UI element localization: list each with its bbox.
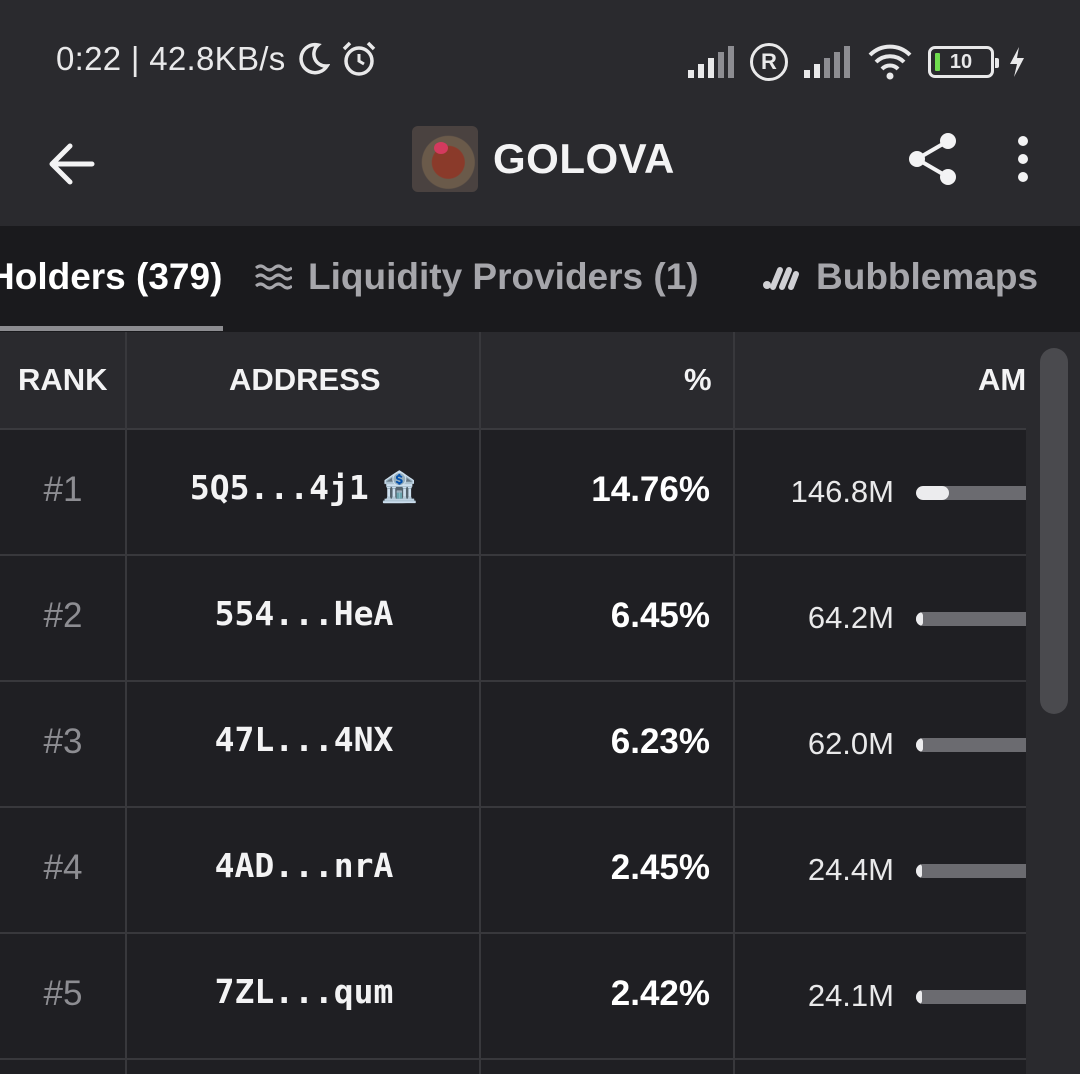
holding-bar <box>916 738 1026 752</box>
column-rank[interactable]: RANK <box>18 362 108 397</box>
percent-cell: 6.23% <box>610 722 710 761</box>
amount-cell: 64.2M <box>807 600 894 635</box>
amount-cell: 24.4M <box>807 852 894 887</box>
bubblemaps-icon <box>763 267 799 290</box>
holding-bar-fill <box>916 864 922 878</box>
percent-cell: 2.45% <box>610 848 710 887</box>
tab-bubblemaps-label: Bubblemaps <box>816 256 1039 297</box>
battery-level: 10 <box>949 50 973 73</box>
scrollbar-thumb[interactable] <box>1040 348 1068 714</box>
address-cell[interactable]: 47L...4NX <box>128 720 480 759</box>
tab-bubblemaps[interactable]: Bubblemaps <box>762 256 1038 298</box>
tab-bar: Holders (379) Liquidity Providers (1) Bu… <box>0 226 1080 332</box>
percent-cell: 2.42% <box>610 974 710 1013</box>
tab-holders[interactable]: Holders (379) <box>0 256 222 298</box>
holding-bar <box>916 612 1026 626</box>
tab-holders-label: Holders (379) <box>0 256 223 297</box>
address-text: 47L...4NX <box>214 720 394 759</box>
table-header: RANK ADDRESS % AMOUNT <box>0 332 1026 430</box>
moon-icon <box>298 42 330 75</box>
token-avatar <box>412 126 478 192</box>
address-text: 4AD...nrA <box>214 846 394 885</box>
more-options-icon[interactable] <box>1004 134 1042 184</box>
address-cell[interactable]: 5Q5...4j1 🏦 <box>128 468 480 507</box>
address-cell[interactable]: 7ZL...qum <box>128 972 480 1011</box>
address-text: 7ZL...qum <box>214 972 394 1011</box>
status-bar: 0:22 | 42.8KB/s R 10 <box>0 0 1080 118</box>
holding-bar-fill <box>916 612 923 626</box>
page-title: GOLOVA <box>493 135 675 182</box>
amount-cell: 24.1M <box>807 978 894 1013</box>
address-text: 554...HeA <box>214 594 394 633</box>
signal-icon-2 <box>804 46 850 78</box>
holders-table: RANK ADDRESS % AMOUNT #1 5Q5...4j1 🏦 14.7… <box>0 332 1026 1074</box>
bank-icon: 🏦 <box>380 470 419 505</box>
rank-cell: #3 <box>43 722 83 761</box>
holding-bar <box>916 864 1026 878</box>
status-time-speed: 0:22 | 42.8KB/s <box>56 40 286 77</box>
percent-cell: 6.45% <box>610 596 710 635</box>
address-cell[interactable]: 4AD...nrA <box>128 846 480 885</box>
table-row[interactable]: #1 5Q5...4j1 🏦 14.76% 146.8M <box>0 430 1026 556</box>
amount-cell: 62.0M <box>807 726 894 761</box>
percent-cell: 14.76% <box>591 470 710 509</box>
back-arrow-icon[interactable] <box>44 136 100 192</box>
rank-cell: #2 <box>43 596 83 635</box>
holding-bar <box>916 486 1026 500</box>
column-divider <box>479 332 481 1074</box>
table-row[interactable]: #2 554...HeA 6.45% 64.2M <box>0 556 1026 682</box>
signal-icon <box>688 46 734 78</box>
column-amount[interactable]: AMOUNT <box>978 362 1026 397</box>
charging-icon <box>1010 47 1024 77</box>
rank-cell: #4 <box>43 848 83 887</box>
address-cell[interactable]: 554...HeA <box>128 594 480 633</box>
app-bar: GOLOVA <box>0 118 1080 226</box>
tab-liquidity-providers[interactable]: Liquidity Providers (1) <box>254 256 699 298</box>
address-text: 5Q5...4j1 <box>189 468 369 507</box>
holding-bar-fill <box>916 486 949 500</box>
waves-icon <box>255 264 292 290</box>
registered-icon: R <box>750 43 788 81</box>
wifi-icon <box>868 44 912 80</box>
status-right: R 10 <box>686 40 1026 84</box>
active-tab-indicator <box>0 326 223 331</box>
alarm-icon <box>342 41 375 76</box>
amount-cell: 146.8M <box>790 474 894 509</box>
token-title: GOLOVA <box>412 126 675 192</box>
status-left: 0:22 | 42.8KB/s <box>56 40 378 78</box>
column-divider <box>733 332 735 1074</box>
share-icon[interactable] <box>904 130 962 188</box>
holding-bar-fill <box>916 738 923 752</box>
table-row[interactable]: #4 4AD...nrA 2.45% 24.4M <box>0 808 1026 934</box>
column-percent[interactable]: % <box>684 362 712 397</box>
table-row[interactable]: #5 7ZL...qum 2.42% 24.1M <box>0 934 1026 1060</box>
rank-cell: #1 <box>43 470 83 509</box>
rank-cell: #5 <box>43 974 83 1013</box>
tab-liquidity-label: Liquidity Providers (1) <box>308 256 699 297</box>
holding-bar-fill <box>916 990 922 1004</box>
column-address[interactable]: ADDRESS <box>229 362 381 397</box>
table-row[interactable]: #3 47L...4NX 6.23% 62.0M <box>0 682 1026 808</box>
holding-bar <box>916 990 1026 1004</box>
column-divider <box>125 332 127 1074</box>
battery-icon: 10 <box>928 46 999 78</box>
